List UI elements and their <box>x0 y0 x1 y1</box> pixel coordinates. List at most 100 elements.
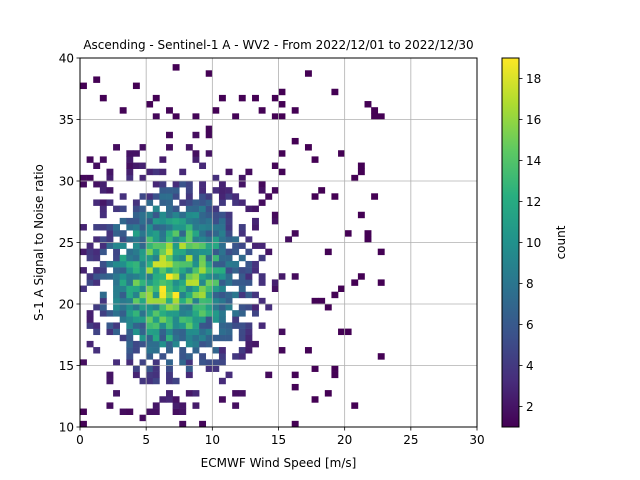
heatmap-cell <box>331 193 339 200</box>
x-tick-label: 0 <box>76 433 84 447</box>
heatmap-cell <box>146 101 154 108</box>
heatmap-cell <box>93 322 101 329</box>
heatmap-cell <box>132 260 140 268</box>
heatmap-cell <box>139 144 147 151</box>
heatmap-cell <box>113 224 120 231</box>
heatmap-cell <box>139 310 147 317</box>
heatmap-cell <box>371 193 379 200</box>
heatmap-cell <box>179 297 187 305</box>
heatmap-cell <box>179 236 187 243</box>
heatmap-cell <box>126 304 134 311</box>
heatmap-cell <box>245 328 253 336</box>
heatmap-cell <box>152 371 160 379</box>
heatmap-cell <box>99 297 107 305</box>
heatmap-cell <box>232 113 240 120</box>
heatmap-cell <box>80 174 87 182</box>
heatmap-cell <box>199 236 207 243</box>
heatmap-cell <box>166 248 173 256</box>
heatmap-cell <box>192 254 200 262</box>
heatmap-cell <box>232 310 240 317</box>
heatmap-cell <box>119 316 127 323</box>
heatmap-cell <box>238 267 246 274</box>
heatmap-cell <box>179 260 187 268</box>
heatmap-cell <box>113 205 120 213</box>
heatmap-cell <box>218 273 226 280</box>
colorbar-tick-label: 8 <box>526 277 534 291</box>
heatmap-cell <box>80 82 87 90</box>
heatmap-cell <box>179 359 187 366</box>
heatmap-cell <box>132 340 140 348</box>
heatmap-cell <box>344 230 352 237</box>
heatmap-cell <box>179 310 187 317</box>
heatmap-cell <box>152 334 160 342</box>
heatmap-cell <box>139 414 147 422</box>
heatmap-cell <box>357 211 365 219</box>
heatmap-cell <box>166 304 173 311</box>
heatmap-cell <box>146 371 154 379</box>
heatmap-cell <box>166 273 173 280</box>
heatmap-cell <box>159 236 167 243</box>
heatmap-cell <box>132 316 140 323</box>
heatmap-cell <box>205 199 213 206</box>
heatmap-cell <box>271 113 279 120</box>
heatmap-cell <box>166 334 173 342</box>
heatmap-cell <box>205 340 213 348</box>
heatmap-cell <box>199 340 207 348</box>
heatmap-cell <box>179 322 187 329</box>
heatmap-cell <box>252 267 259 274</box>
heatmap-cell <box>179 211 187 219</box>
heatmap-cell <box>245 347 253 354</box>
heatmap-cell <box>225 322 233 329</box>
heatmap-cell <box>245 205 253 213</box>
heatmap-cell <box>152 310 160 317</box>
heatmap-cell <box>338 150 345 157</box>
heatmap-cell <box>132 365 140 372</box>
heatmap-cell <box>271 279 279 286</box>
heatmap-cell <box>172 113 180 120</box>
heatmap-cell <box>351 402 359 409</box>
heatmap-cell <box>331 88 339 96</box>
heatmap-cell <box>152 267 160 274</box>
heatmap-cell <box>139 359 147 366</box>
heatmap-cell <box>166 254 173 262</box>
heatmap-cell <box>225 236 233 243</box>
heatmap-cell <box>159 156 167 163</box>
heatmap-cell <box>225 217 233 225</box>
heatmap-cell <box>139 260 147 268</box>
heatmap-cell <box>225 279 233 286</box>
colorbar-tick-label: 18 <box>526 72 541 86</box>
heatmap-cell <box>192 248 200 256</box>
heatmap-cell <box>152 316 160 323</box>
heatmap-cell <box>192 273 200 280</box>
heatmap-cell <box>93 267 101 274</box>
heatmap-cell <box>205 322 213 329</box>
heatmap-cell <box>139 174 147 182</box>
heatmap-cell <box>238 304 246 311</box>
heatmap-cell <box>159 224 167 231</box>
heatmap-cell <box>252 242 259 249</box>
heatmap-cell <box>172 297 180 305</box>
heatmap-cell <box>99 291 107 299</box>
heatmap-cell <box>199 187 207 194</box>
chart-title: Ascending - Sentinel-1 A - WV2 - From 20… <box>83 38 473 52</box>
heatmap-cell <box>113 390 120 397</box>
heatmap-cell <box>139 340 147 348</box>
y-tick-label: 40 <box>59 52 74 66</box>
heatmap-cell <box>146 254 154 262</box>
heatmap-cell <box>126 162 134 169</box>
heatmap-cell <box>146 297 154 305</box>
heatmap-cell <box>132 347 140 354</box>
heatmap-cell <box>344 328 352 336</box>
heatmap-cell <box>126 150 134 157</box>
heatmap-cell <box>258 199 266 206</box>
heatmap-cell <box>311 396 319 403</box>
heatmap-cell <box>80 224 87 231</box>
heatmap-cell <box>159 310 167 317</box>
heatmap-cell <box>238 353 246 360</box>
heatmap-cell <box>258 181 266 188</box>
heatmap-cell <box>113 267 120 274</box>
heatmap-cell <box>113 310 120 317</box>
heatmap-cell <box>126 156 134 163</box>
colorbar-tick-label: 16 <box>526 113 541 127</box>
heatmap-cell <box>199 328 207 336</box>
